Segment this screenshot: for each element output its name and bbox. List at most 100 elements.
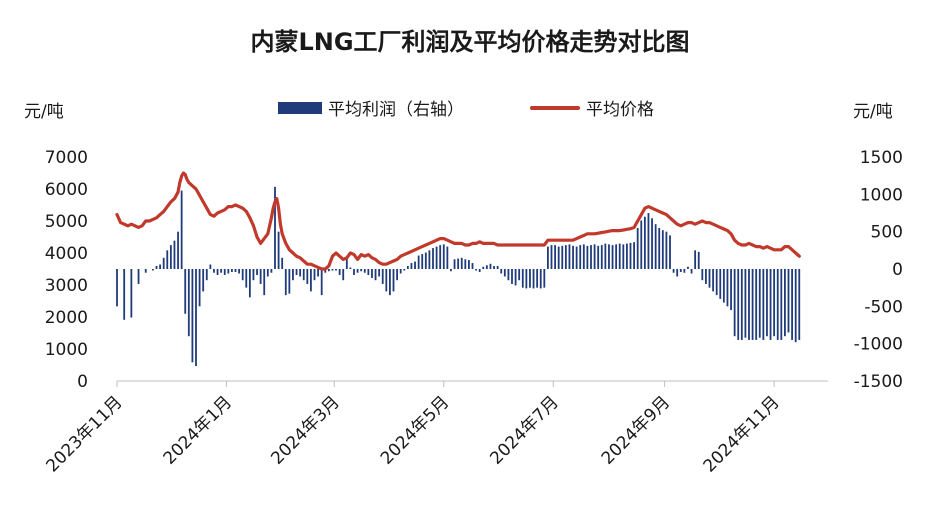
profit-bar [503,269,506,277]
profit-bar [180,190,183,269]
profit-bar [450,269,452,272]
profit-bar [669,235,671,269]
profit-bar [227,269,230,274]
right-y-tick-label: 500 [871,223,903,243]
profit-bar [511,269,513,284]
profit-bar [762,269,765,340]
profit-bar [152,269,154,271]
profit-bar [676,269,679,277]
profit-bar [453,259,456,269]
profit-bar [525,269,528,289]
profit-bar [374,269,377,281]
profit-bar [169,245,172,269]
profit-bar [593,244,596,269]
profit-bar [539,269,542,289]
profit-bar [284,269,287,296]
profit-bar [636,227,639,269]
profit-bar [582,244,585,269]
profit-bar [428,250,431,269]
profit-bar [529,269,531,288]
profit-bar [564,245,567,269]
profit-bar [722,269,725,303]
profit-bar [299,269,302,277]
profit-bar [320,269,323,296]
profit-bar [744,269,747,338]
profit-bar [737,269,740,340]
profit-bar [389,269,391,296]
profit-bar [317,269,319,277]
profit-bar [424,252,427,269]
profit-bar [245,269,248,288]
profit-bar [626,243,628,269]
profit-bar [381,269,384,284]
profit-bar [184,269,187,314]
profit-bar [651,218,653,269]
profit-bar [410,263,413,269]
profit-bar [166,250,169,269]
profit-bar [726,269,729,307]
right-y-tick-label: 1500 [860,148,903,168]
left-y-tick-label: 4000 [45,244,88,264]
profit-bar [654,224,657,269]
profit-bar [310,269,312,292]
profit-bar [769,269,772,340]
profit-bar [547,246,549,269]
profit-bar [439,245,442,269]
profit-bar [536,269,539,288]
profit-bar [730,269,732,311]
profit-bar [521,269,524,288]
profit-bar [241,269,244,281]
profit-bar [622,244,625,269]
profit-bar [342,269,345,281]
profit-bar [694,250,697,269]
profit-bar [485,265,488,269]
profit-bar [482,266,485,269]
profit-bar [554,245,556,269]
legend-item-price: 平均价格 [530,95,654,120]
legend-item-profit: 平均利润（右轴） [278,95,464,120]
profit-bar [220,269,223,273]
profit-bar [378,269,381,277]
profit-bar [345,257,348,269]
profit-bar [687,266,689,269]
profit-bar [202,269,205,292]
profit-bar [798,269,801,340]
profit-bar [532,269,535,289]
profit-bar [385,269,388,292]
profit-bar [643,216,646,269]
left-y-tick-label: 0 [77,372,88,392]
profit-bar [277,231,280,269]
profit-bar [406,266,409,269]
profit-bar [159,264,161,269]
profit-bar [471,263,474,269]
profit-bar [238,269,240,274]
profit-bar [270,269,273,273]
profit-bar [705,269,707,284]
profit-bar [683,269,686,273]
profit-bar [338,269,341,275]
profit-bar [478,269,481,272]
profit-bar [500,269,503,274]
profit-bar [213,269,215,273]
profit-bar [773,269,776,337]
x-tick-label: 2024年3月 [267,392,343,468]
profit-bar [177,231,179,269]
profit-bar [697,251,700,269]
profit-bar [787,269,790,333]
profit-bar [568,244,571,269]
profit-bar [586,245,589,269]
profit-bar [324,269,327,273]
profit-bar [209,264,212,269]
profit-bar [590,245,592,269]
left-y-tick-label: 6000 [45,180,88,200]
profit-bar [708,269,711,288]
profit-bar [396,269,398,281]
profit-bar [493,266,495,269]
profit-bar [608,244,610,269]
profit-bar [719,269,722,299]
profit-bar [661,230,664,269]
profit-bar [600,245,603,269]
profit-bar [647,213,650,269]
